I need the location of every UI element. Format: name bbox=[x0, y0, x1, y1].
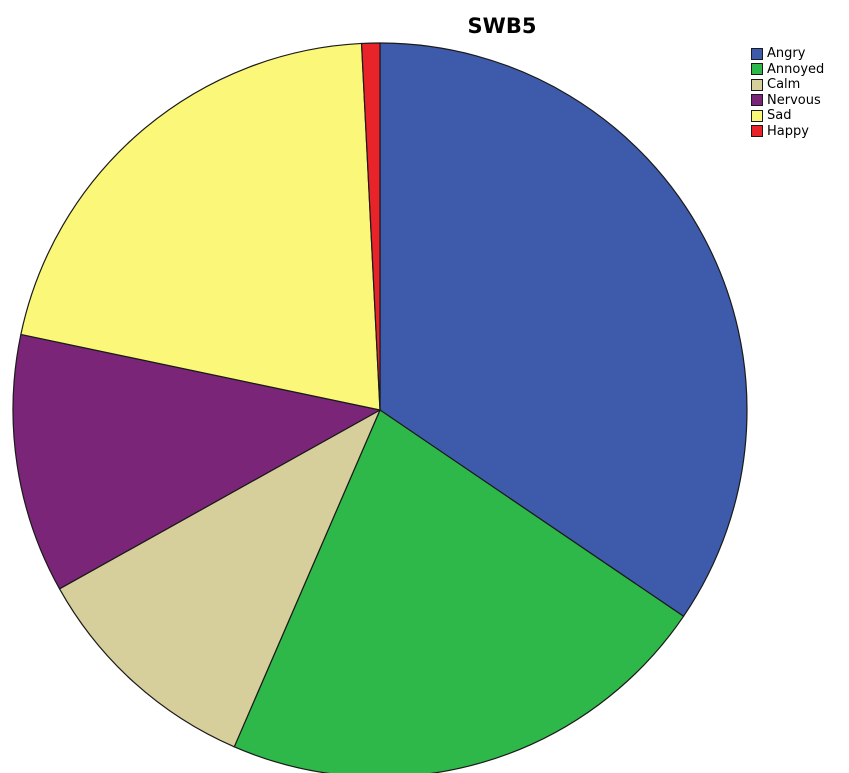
legend-swatch-happy bbox=[751, 125, 763, 138]
legend-label-calm: Calm bbox=[767, 77, 801, 93]
legend-label-nervous: Nervous bbox=[767, 92, 821, 108]
pie-slice-angry bbox=[379, 42, 748, 617]
legend-swatch-annoyed bbox=[751, 63, 763, 76]
legend-swatch-nervous bbox=[751, 94, 763, 107]
pie-slice-happy bbox=[360, 42, 381, 411]
legend-item-calm: Calm bbox=[751, 77, 824, 93]
pie-slice-calm bbox=[58, 409, 381, 748]
legend-label-annoyed: Annoyed bbox=[767, 61, 825, 77]
pie-slice-annoyed bbox=[233, 409, 685, 773]
legend-item-sad: Sad bbox=[751, 108, 824, 124]
legend-item-annoyed: Annoyed bbox=[751, 62, 824, 78]
chart-title: SWB5 bbox=[467, 14, 537, 38]
legend-label-sad: Sad bbox=[767, 108, 792, 124]
legend-item-nervous: Nervous bbox=[751, 93, 824, 109]
legend-item-angry: Angry bbox=[751, 46, 824, 62]
legend-swatch-calm bbox=[751, 78, 763, 91]
legend-label-angry: Angry bbox=[767, 46, 806, 62]
legend-item-happy: Happy bbox=[751, 124, 824, 140]
pie-slice-sad bbox=[20, 42, 381, 411]
legend-swatch-sad bbox=[751, 109, 763, 122]
legend-label-happy: Happy bbox=[767, 123, 809, 139]
legend: Angry Annoyed Calm Nervous Sad Happy bbox=[751, 46, 824, 139]
pie-slice-nervous bbox=[12, 333, 381, 590]
legend-swatch-angry bbox=[751, 47, 763, 60]
